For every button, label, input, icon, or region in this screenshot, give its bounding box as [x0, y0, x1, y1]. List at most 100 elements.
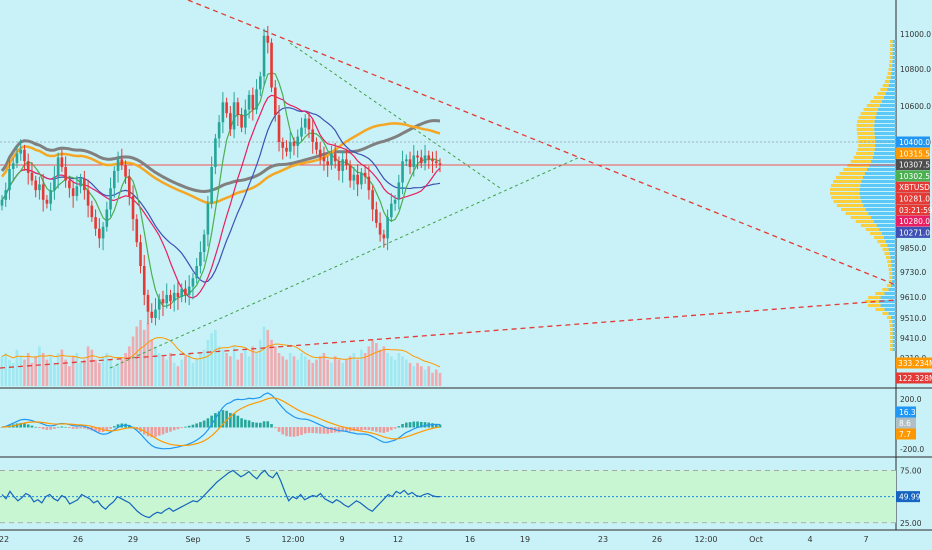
time-tick-label: 12: [393, 535, 403, 544]
volume-profile-bar: [890, 344, 893, 347]
candle-body: [23, 149, 26, 162]
candle-body: [258, 76, 262, 90]
candle-body: [184, 288, 187, 295]
volume-profile-bar: [887, 260, 892, 263]
volume-profile-bar: [892, 336, 896, 339]
volume-bar: [390, 356, 393, 386]
macd-histogram-bar: [202, 420, 206, 428]
volume-bar: [244, 349, 247, 386]
candle-body: [64, 167, 67, 181]
macd-histogram-bar: [83, 427, 86, 429]
macd-histogram-bar: [34, 426, 38, 428]
volume-bar: [408, 362, 412, 386]
macd-histogram-bar: [404, 422, 408, 428]
volume-profile-bar: [870, 232, 882, 235]
volume-bar: [356, 359, 359, 386]
candle-body: [367, 176, 371, 191]
volume-bar: [23, 359, 26, 386]
volume-bar: [146, 323, 150, 386]
time-axis: 22 26 29 Sep 5 12:00 9 12 16 19 23 26 12:00 Oct 4 7: [0, 535, 869, 544]
volume-profile-bar: [830, 192, 860, 195]
volume-bar: [311, 362, 315, 386]
macd-badge-label: 16.3: [899, 408, 916, 417]
candle-body: [307, 118, 311, 130]
candle-body: [423, 155, 427, 164]
macd-histogram-bar: [330, 427, 333, 433]
candle-body: [53, 176, 56, 191]
price-tick-label: 9510.0: [900, 314, 926, 323]
volume-bar: [195, 359, 198, 386]
macd-histogram-bar: [116, 424, 120, 428]
candle-body: [124, 165, 127, 177]
volume-profile-bar: [829, 188, 860, 191]
candle-body: [172, 292, 176, 302]
macd-histogram-bar: [184, 426, 187, 428]
candle-body: [146, 294, 150, 312]
macd-histogram-bar: [412, 421, 416, 428]
volume-profile-bar: [889, 324, 893, 327]
candle-body: [322, 157, 326, 162]
volume-profile-bar: [890, 284, 896, 287]
volume-bar: [345, 359, 348, 386]
volume-bar: [404, 359, 408, 386]
macd-badge: [896, 428, 916, 440]
volume-bar: [296, 359, 300, 386]
macd-histogram-bar: [296, 427, 300, 437]
time-tick-label: 9: [339, 535, 344, 544]
macd-histogram-bar: [214, 413, 217, 428]
macd-histogram-bar: [236, 415, 240, 428]
macd-histogram-bar: [266, 421, 270, 428]
candle-body: [86, 190, 90, 206]
candle-body: [419, 157, 423, 164]
triangle-upper-line: [289, 42, 501, 189]
rsi-tick-label: 25.00: [900, 519, 922, 528]
candle-body: [345, 159, 348, 166]
volume-bar: [11, 362, 15, 386]
volume-bar: [8, 359, 11, 386]
time-tick-label: 23: [598, 535, 608, 544]
candle-body: [71, 188, 75, 196]
candle-body: [154, 309, 157, 318]
volume-bar: [176, 366, 180, 386]
macd-histogram-bar: [360, 427, 363, 431]
volume-bar: [161, 356, 165, 386]
ema-red-line: [1, 94, 441, 299]
candle-body: [34, 180, 38, 191]
candles[interactable]: [0, 25, 442, 326]
volume-bar: [348, 356, 352, 386]
candle-body: [26, 161, 30, 173]
macd-histogram-bar: [180, 427, 184, 428]
volume-profile-bar: [892, 56, 896, 59]
volume-profile-bar: [891, 316, 896, 319]
time-tick-label: 4: [807, 535, 812, 544]
volume-profile-bar: [863, 108, 879, 111]
macd-histogram-bar: [258, 422, 262, 428]
volume-profile-bar: [889, 40, 893, 43]
macd-line: [1, 392, 441, 450]
candle-body: [0, 199, 4, 206]
volume-profile-bar: [891, 68, 896, 71]
volume-profile-bar: [877, 240, 886, 243]
macd-histogram-bar: [45, 427, 49, 430]
volume-profile-bar: [876, 112, 896, 115]
volume-profile-bar: [886, 256, 891, 259]
macd-histogram-bar: [423, 422, 427, 428]
volume-bar: [352, 353, 356, 386]
candle-body: [416, 155, 419, 158]
macd-histogram-bar: [229, 412, 232, 428]
volume-profile-bar: [831, 184, 861, 187]
macd-histogram-bar: [382, 427, 386, 433]
macd-histogram-bar: [416, 421, 419, 428]
candle-body: [210, 167, 213, 204]
volume-bar: [109, 359, 112, 386]
volume-bar: [375, 343, 378, 386]
volume-profile-bar: [888, 280, 893, 283]
price-badge: [896, 181, 930, 193]
volume-profile-bar: [861, 180, 896, 183]
volume-bar: [378, 349, 382, 386]
volume-bar: [401, 356, 404, 386]
volume-bar: [419, 366, 423, 386]
volume-badge-label: 333.234M: [898, 359, 932, 368]
candle-body: [68, 180, 71, 189]
candle-body: [300, 127, 303, 137]
